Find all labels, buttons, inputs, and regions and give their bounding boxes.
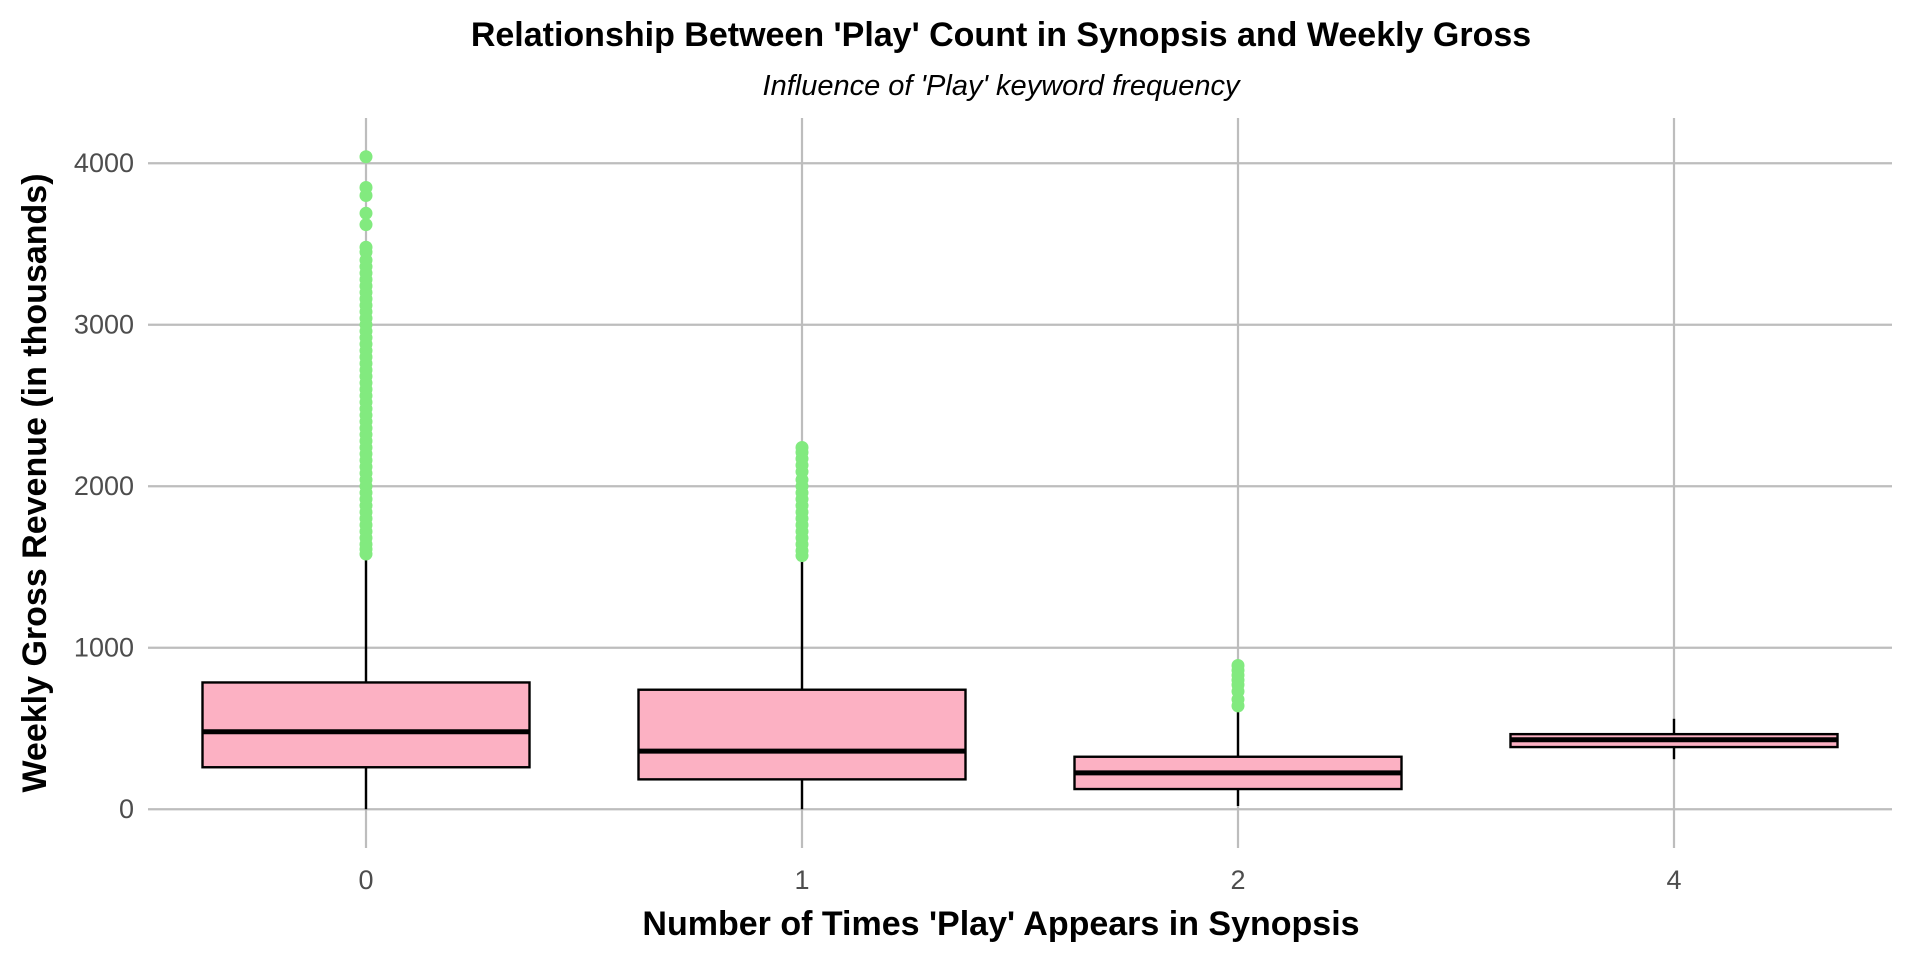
y-tick-label: 1000 [74,633,134,663]
x-tick-label: 0 [358,865,373,895]
outlier-point [359,150,373,164]
boxes [201,150,1839,810]
x-tick-label: 4 [1666,865,1681,895]
y-axis-title: Weekly Gross Revenue (in thousands) [16,173,54,792]
box-0 [201,150,531,810]
outlier-point [795,440,809,454]
box-4 [1509,718,1839,760]
outlier-point [359,240,373,254]
box-2 [1073,659,1403,807]
chart-title: Relationship Between 'Play' Count in Syn… [471,16,1531,54]
y-tick-label: 4000 [74,148,134,178]
box-1 [637,440,967,810]
y-tick-label: 2000 [74,471,134,501]
box-iqr [201,681,531,769]
box-iqr [637,688,967,781]
chart-subtitle: Influence of 'Play' keyword frequency [763,70,1241,102]
x-axis-title: Number of Times 'Play' Appears in Synops… [642,905,1359,943]
y-tick-label: 3000 [74,310,134,340]
x-tick-label: 1 [794,865,809,895]
outlier-point [359,206,373,220]
outlier-point [1231,659,1245,672]
outlier-point [359,218,373,232]
y-tick-label: 0 [119,794,134,824]
tick-labels: 0 1000 2000 3000 4000 0 1 2 4 [74,148,1682,895]
x-tick-label: 2 [1230,865,1245,895]
outlier-point [359,180,373,194]
